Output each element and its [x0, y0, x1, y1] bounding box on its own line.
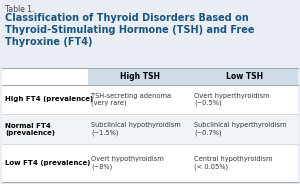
Bar	[2, 68, 298, 182]
Text: High TSH: High TSH	[119, 72, 160, 81]
Bar	[2, 114, 298, 144]
Text: Overt hypothyroidism
(~8%): Overt hypothyroidism (~8%)	[91, 156, 164, 170]
Text: Classification of Thyroid Disorders Based on
Thyroid-Stimulating Hormone (TSH) a: Classification of Thyroid Disorders Base…	[5, 13, 254, 47]
Text: Table 1.: Table 1.	[5, 5, 34, 14]
Text: Subclinical hyperthyroidism
(~0.7%): Subclinical hyperthyroidism (~0.7%)	[194, 122, 286, 136]
Text: TSH-secreting adenoma
(very rare): TSH-secreting adenoma (very rare)	[91, 93, 171, 106]
Text: High FT4 (prevalence): High FT4 (prevalence)	[5, 96, 93, 102]
Text: Central hypothyroidism
(< 0.05%): Central hypothyroidism (< 0.05%)	[194, 156, 272, 170]
Text: Normal FT4
(prevalence): Normal FT4 (prevalence)	[5, 123, 55, 135]
Text: Subclinical hypothyroidism
(~1.5%): Subclinical hypothyroidism (~1.5%)	[91, 122, 181, 136]
Text: Low FT4 (prevalence): Low FT4 (prevalence)	[5, 160, 90, 166]
Text: Low TSH: Low TSH	[226, 72, 263, 81]
Bar	[2, 144, 298, 182]
Bar	[2, 85, 298, 114]
Text: Overt hyperthyroidism
(~0.5%): Overt hyperthyroidism (~0.5%)	[194, 93, 269, 106]
Bar	[88, 68, 298, 85]
